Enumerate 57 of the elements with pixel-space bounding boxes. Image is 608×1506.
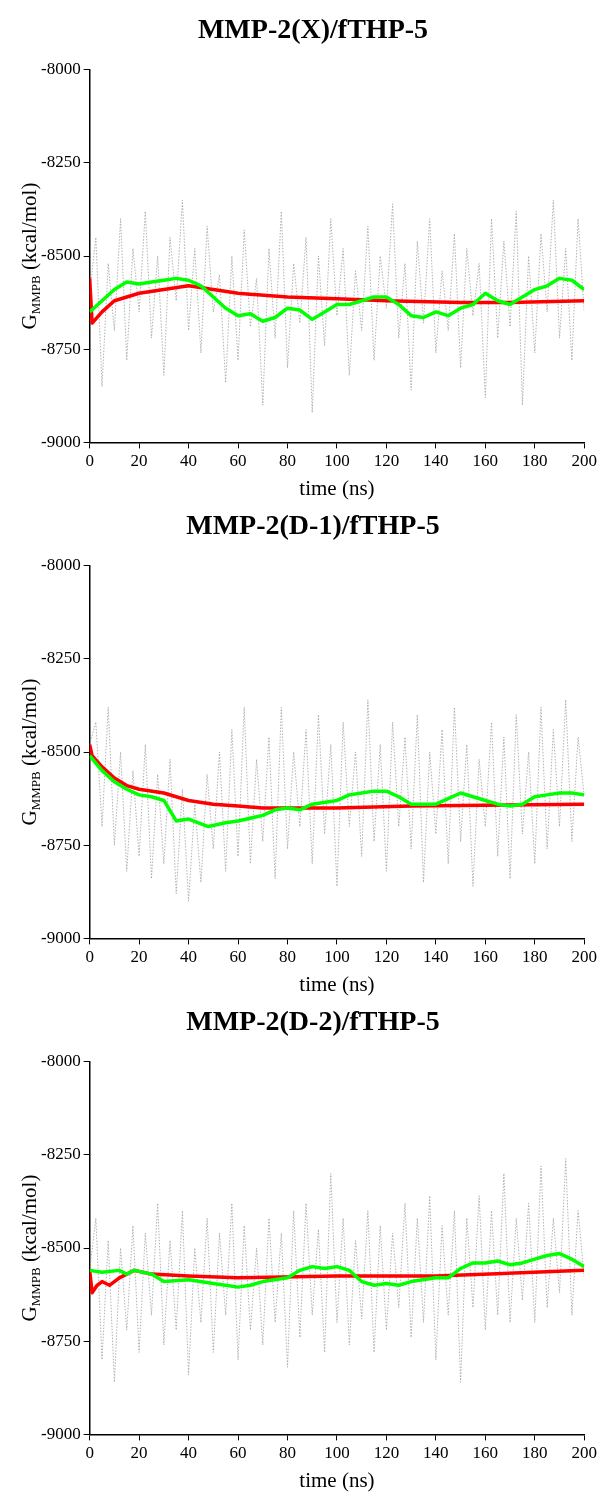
- x-axis-title: time (ns): [299, 475, 375, 500]
- y-tick-label: -8750: [40, 338, 81, 358]
- x-tick-label: 120: [373, 947, 400, 967]
- x-tick-label: 140: [423, 1443, 449, 1463]
- y-tick-label: -8250: [40, 1144, 81, 1164]
- x-tick-label: 60: [229, 947, 247, 967]
- y-tick-label: -8750: [40, 1330, 81, 1350]
- x-tick-label: 0: [85, 1443, 94, 1463]
- x-tick-label: 0: [85, 451, 94, 471]
- x-tick-label: 100: [324, 451, 350, 471]
- line-series: [89, 199, 585, 413]
- x-axis-title: time (ns): [299, 971, 375, 996]
- x-tick-label: 100: [324, 947, 350, 967]
- x-tick-label: 160: [472, 1443, 499, 1463]
- x-axis-title: time (ns): [299, 1467, 375, 1492]
- y-tick-label: -8000: [40, 555, 81, 575]
- x-tick-label: 60: [229, 451, 247, 471]
- x-tick-label: 20: [130, 1443, 148, 1463]
- x-tick-label: 120: [373, 451, 400, 471]
- chart-title: MMP-2(D-2)/fTHP-5: [186, 1005, 440, 1037]
- line-series: [89, 699, 585, 902]
- x-tick-label: 200: [571, 947, 597, 967]
- x-tick-label: 120: [373, 1443, 400, 1463]
- x-tick-label: 180: [522, 451, 548, 471]
- y-tick-label: -8750: [40, 834, 81, 854]
- x-tick-label: 20: [130, 451, 148, 471]
- x-tick-label: 160: [472, 947, 499, 967]
- chart-title: MMP-2(D-1)/fTHP-5: [186, 509, 440, 541]
- x-tick-label: 100: [324, 1443, 350, 1463]
- x-tick-label: 200: [571, 451, 597, 471]
- x-tick-label: 40: [180, 451, 198, 471]
- x-tick-label: 20: [130, 947, 148, 967]
- y-tick-label: -8500: [40, 245, 81, 265]
- x-tick-label: 60: [229, 1443, 247, 1463]
- x-tick-label: 80: [279, 451, 296, 471]
- x-tick-label: 180: [522, 947, 548, 967]
- y-tick-label: -9000: [40, 431, 81, 451]
- x-tick-label: 40: [180, 1443, 198, 1463]
- x-tick-label: 140: [423, 451, 449, 471]
- y-tick-label: -8000: [40, 59, 81, 79]
- y-tick-label: -8250: [40, 648, 81, 668]
- y-tick-label: -9000: [40, 1423, 81, 1443]
- x-tick-label: 160: [472, 451, 499, 471]
- x-tick-label: 80: [279, 1443, 296, 1463]
- y-tick-label: -8500: [40, 1237, 81, 1257]
- x-tick-label: 140: [423, 947, 449, 967]
- x-tick-label: 200: [571, 1443, 597, 1463]
- y-tick-label: -9000: [40, 927, 81, 947]
- x-tick-label: 40: [180, 947, 198, 967]
- x-tick-label: 80: [279, 947, 296, 967]
- y-tick-label: -8000: [40, 1051, 81, 1071]
- x-tick-label: 180: [522, 1443, 548, 1463]
- line-series: [89, 1158, 585, 1383]
- y-tick-label: -8500: [40, 741, 81, 761]
- chart-title: MMP-2(X)/fTHP-5: [197, 13, 429, 45]
- x-tick-label: 0: [85, 947, 94, 967]
- y-tick-label: -8250: [40, 152, 81, 172]
